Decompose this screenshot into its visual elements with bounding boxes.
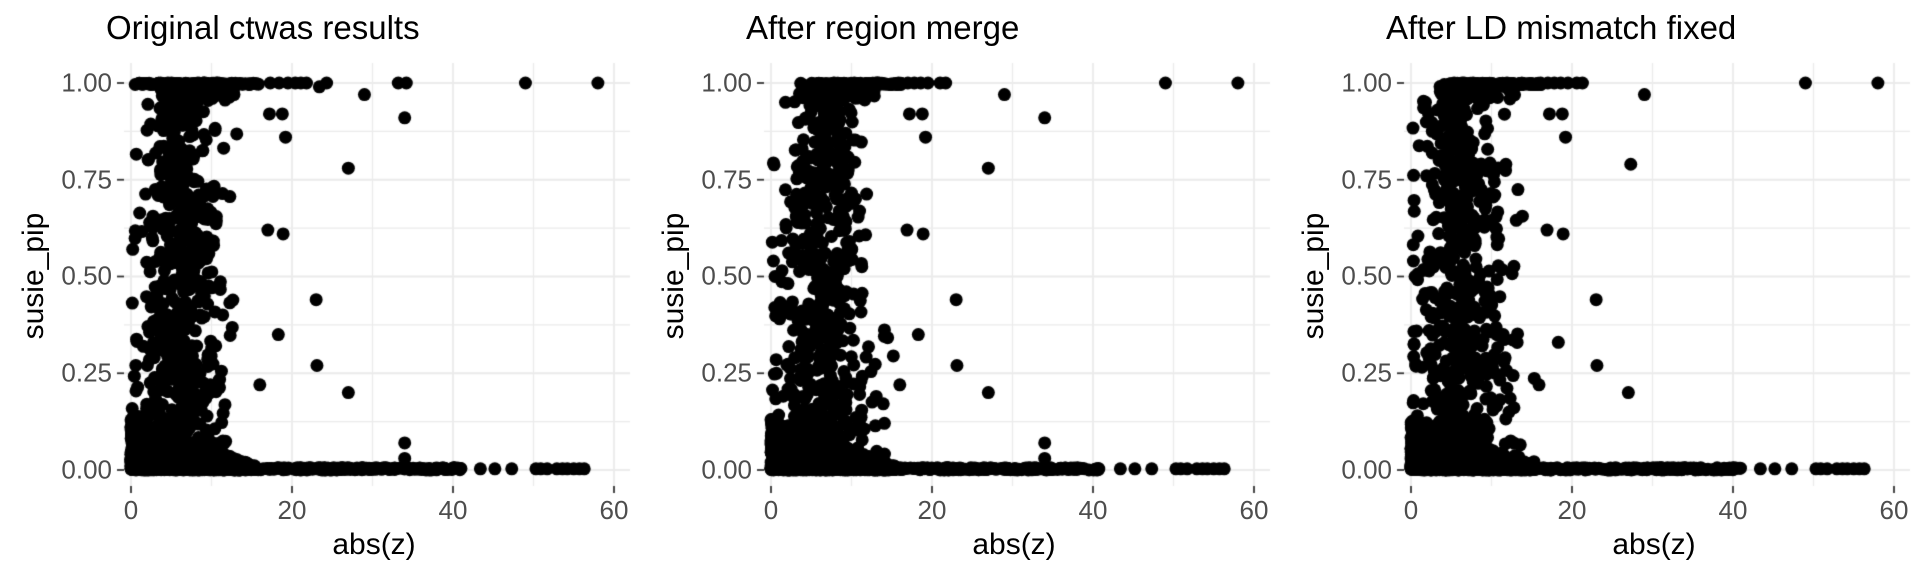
y-tick-label: 1.00: [701, 67, 752, 98]
y-tick-label: 0.25: [61, 357, 112, 388]
scatter-panel-original: Original ctwas results abs(z) susie_pip …: [0, 0, 640, 576]
y-axis-title: susie_pip: [657, 212, 690, 340]
y-tick-label: 1.00: [61, 67, 112, 98]
scatter-panel-region-merge: After region merge abs(z) susie_pip 0 20…: [640, 0, 1280, 576]
x-axis-title: abs(z): [1612, 528, 1696, 561]
x-tick-label: 60: [599, 495, 629, 525]
x-tick-label: 20: [277, 495, 307, 525]
panel-title: Original ctwas results: [106, 9, 420, 46]
x-tick-label: 0: [1403, 495, 1419, 525]
x-tick-label: 40: [1718, 495, 1748, 525]
scatter-canvas-ld-fixed: [1280, 0, 1920, 576]
x-tick-label: 20: [917, 495, 947, 525]
y-tick-label: 0.75: [701, 164, 752, 195]
y-tick-label: 0.00: [1341, 454, 1392, 485]
panel-title: After region merge: [746, 9, 1020, 46]
y-tick-label: 0.00: [61, 454, 112, 485]
y-tick-label: 0.00: [701, 454, 752, 485]
y-tick-label: 0.75: [1341, 164, 1392, 195]
y-tick-label: 0.25: [701, 357, 752, 388]
x-tick-label: 0: [123, 495, 139, 525]
y-tick-label: 0.50: [61, 260, 112, 291]
x-tick-label: 40: [1078, 495, 1108, 525]
y-tick-label: 1.00: [1341, 67, 1392, 98]
y-tick-label: 0.25: [1341, 357, 1392, 388]
y-tick-label: 0.50: [1341, 260, 1392, 291]
panel-title: After LD mismatch fixed: [1386, 9, 1737, 46]
x-axis-title: abs(z): [332, 528, 416, 561]
y-tick-label: 0.50: [701, 260, 752, 291]
scatter-canvas-region-merge: [640, 0, 1280, 576]
x-axis-title: abs(z): [972, 528, 1056, 561]
y-axis-title: susie_pip: [1297, 212, 1330, 340]
x-tick-label: 40: [438, 495, 468, 525]
scatter-panel-ld-fixed: After LD mismatch fixed abs(z) susie_pip…: [1280, 0, 1920, 576]
x-tick-label: 60: [1879, 495, 1909, 525]
y-axis-title: susie_pip: [17, 212, 50, 340]
x-tick-label: 0: [763, 495, 779, 525]
x-tick-label: 60: [1239, 495, 1269, 525]
x-tick-label: 20: [1557, 495, 1587, 525]
y-tick-label: 0.75: [61, 164, 112, 195]
scatter-canvas-original: [0, 0, 640, 576]
